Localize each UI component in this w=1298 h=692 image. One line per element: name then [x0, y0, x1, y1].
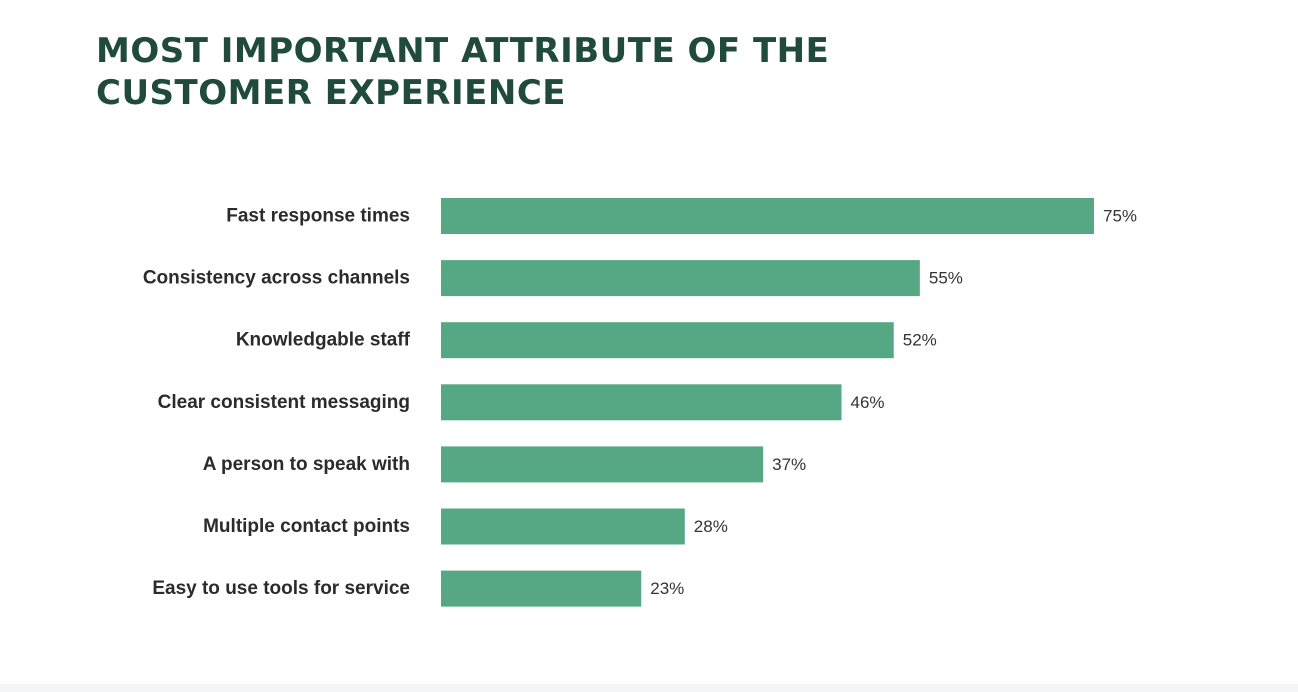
category-label: Multiple contact points [203, 516, 410, 537]
value-label: 28% [694, 517, 728, 536]
bottom-strip [0, 684, 1298, 692]
value-label: 55% [929, 269, 963, 288]
bar [441, 322, 894, 359]
chart-title-line-2: CUSTOMER EXPERIENCE [96, 73, 566, 113]
value-label: 37% [772, 455, 806, 474]
category-label: Clear consistent messaging [158, 392, 410, 413]
category-label: Fast response times [226, 206, 410, 227]
category-label: A person to speak with [203, 454, 410, 475]
value-label: 23% [650, 579, 684, 598]
value-label: 52% [903, 331, 937, 350]
bar [441, 384, 842, 421]
chart-title: MOST IMPORTANT ATTRIBUTE OF THE CUSTOMER… [96, 30, 829, 114]
bar [441, 198, 1094, 234]
bar [441, 260, 920, 297]
bar [441, 446, 764, 483]
category-label: Consistency across channels [143, 268, 410, 289]
bar [441, 570, 642, 607]
bar [441, 508, 685, 545]
chart-title-line-1: MOST IMPORTANT ATTRIBUTE OF THE [96, 31, 830, 71]
category-label: Easy to use tools for service [152, 578, 410, 599]
value-label: 46% [851, 393, 885, 412]
category-label: Knowledgable staff [236, 330, 411, 351]
value-label: 75% [1103, 207, 1137, 226]
